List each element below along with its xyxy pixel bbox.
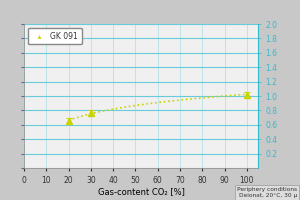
X-axis label: Gas-content CO₂ [%]: Gas-content CO₂ [%] [98, 187, 184, 196]
Legend: GK 091: GK 091 [28, 28, 82, 44]
Text: Periphery conditions
Deionat, 20°C, 30 µ: Periphery conditions Deionat, 20°C, 30 µ [237, 187, 297, 198]
